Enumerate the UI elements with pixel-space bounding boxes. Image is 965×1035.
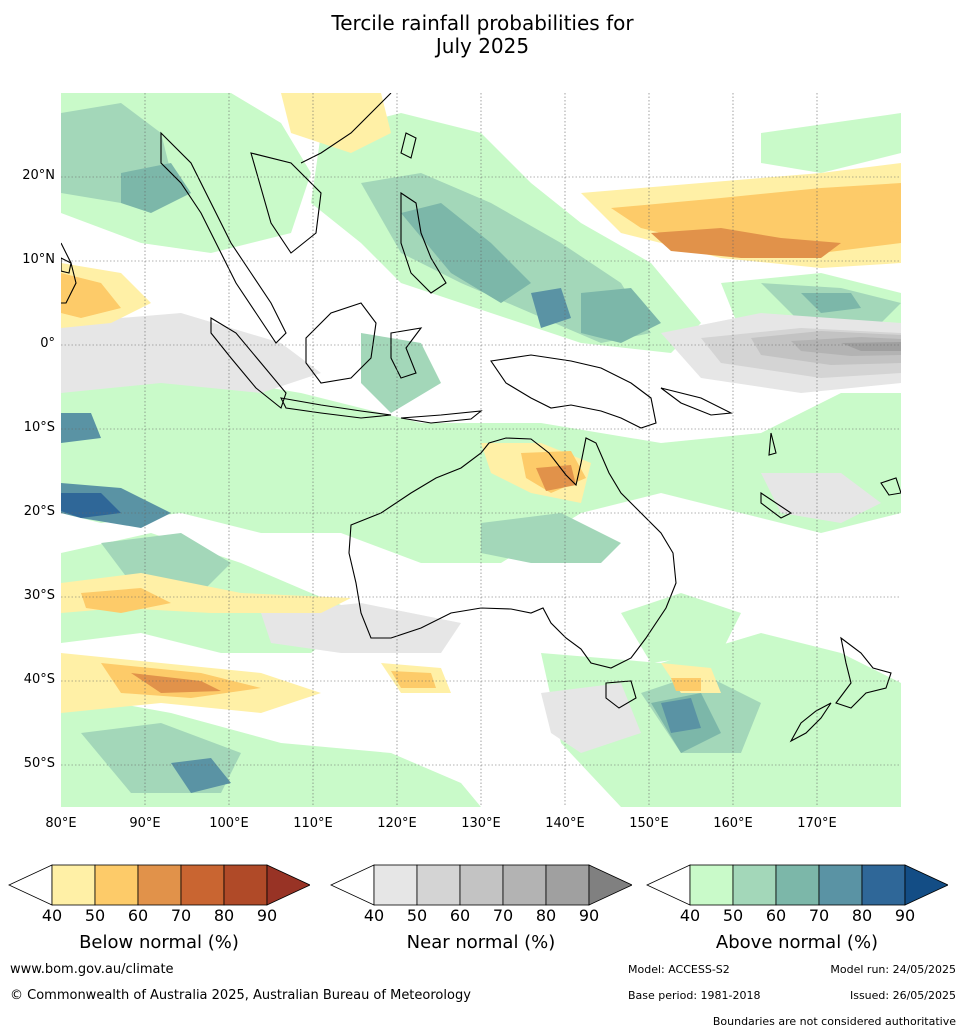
lat-label-50s: 50°S — [23, 756, 55, 771]
near-colorbar-max-extension — [588, 864, 632, 906]
lat-label-10n: 10°N — [22, 252, 55, 267]
model-name: Model: ACCESS-S2 — [628, 963, 730, 976]
lon-label-80e: 80°E — [45, 816, 77, 831]
near-normal-colorbar — [330, 864, 632, 906]
below-colorbar-segment — [180, 864, 225, 906]
near-colorbar-tick-label: 60 — [449, 906, 471, 925]
lat-label-20n: 20°N — [22, 168, 55, 183]
below-colorbar-tick-label: 40 — [41, 906, 63, 925]
lat-label-30s: 30°S — [23, 588, 55, 603]
lon-label-170e: 170°E — [797, 816, 837, 831]
near-colorbar-segment — [459, 864, 504, 906]
below-colorbar-segment — [137, 864, 182, 906]
map-title-line2: July 2025 — [435, 34, 530, 58]
lon-label-110e: 110°E — [293, 816, 333, 831]
near-normal-title: Near normal (%) — [406, 932, 556, 953]
below-normal-shading — [61, 93, 901, 713]
below-colorbar-min-extension — [8, 864, 53, 906]
rainfall-probability-map — [61, 93, 901, 807]
above-colorbar-segment — [818, 864, 863, 906]
above-colorbar-tick-label: 40 — [679, 906, 701, 925]
below-colorbar-tick-label: 90 — [256, 906, 278, 925]
above-colorbar-segment — [775, 864, 820, 906]
coastlines — [61, 93, 901, 743]
below-colorbar-segment — [94, 864, 139, 906]
above-colorbar-segment — [689, 864, 734, 906]
lat-label-0: 0° — [40, 336, 55, 351]
above-colorbar-tick-label: 90 — [894, 906, 916, 925]
below-colorbar-segment — [51, 864, 96, 906]
below-colorbar-tick-label: 60 — [127, 906, 149, 925]
near-colorbar-tick-label: 90 — [578, 906, 600, 925]
near-colorbar-segment — [545, 864, 590, 906]
below-colorbar-tick-label: 70 — [170, 906, 192, 925]
lon-label-160e: 160°E — [713, 816, 753, 831]
below-colorbar-max-extension — [266, 864, 310, 906]
lat-label-10s: 10°S — [23, 420, 55, 435]
near-colorbar-segment — [502, 864, 547, 906]
issued-date: Issued: 26/05/2025 — [849, 989, 956, 1002]
near-colorbar-min-extension — [330, 864, 375, 906]
below-colorbar-tick-label: 50 — [84, 906, 106, 925]
above-colorbar-min-extension — [646, 864, 691, 906]
above-colorbar-tick-label: 70 — [808, 906, 830, 925]
below-normal-colorbar — [8, 864, 310, 906]
graticule — [61, 93, 901, 807]
near-normal-shading — [61, 313, 901, 753]
above-colorbar-tick-label: 60 — [765, 906, 787, 925]
model-run-date: Model run: 24/05/2025 — [830, 963, 956, 976]
near-colorbar-tick-label: 80 — [535, 906, 557, 925]
near-colorbar-tick-label: 40 — [363, 906, 385, 925]
lon-label-130e: 130°E — [461, 816, 501, 831]
near-colorbar-tick-label: 70 — [492, 906, 514, 925]
below-normal-title: Below normal (%) — [79, 932, 239, 953]
near-colorbar-segment — [416, 864, 461, 906]
below-colorbar-segment — [223, 864, 268, 906]
lat-label-40s: 40°S — [23, 672, 55, 687]
base-period: Base period: 1981-2018 — [628, 989, 761, 1002]
lon-label-100e: 100°E — [209, 816, 249, 831]
above-normal-title: Above normal (%) — [715, 932, 879, 953]
near-colorbar-tick-label: 50 — [406, 906, 428, 925]
website-link[interactable]: www.bom.gov.au/climate — [10, 962, 174, 977]
map-title-line1: Tercile rainfall probabilities for — [331, 11, 634, 35]
lon-label-90e: 90°E — [129, 816, 161, 831]
lon-label-120e: 120°E — [377, 816, 417, 831]
near-colorbar-segment — [373, 864, 418, 906]
lon-label-150e: 150°E — [629, 816, 669, 831]
copyright-text: © Commonwealth of Australia 2025, Austra… — [10, 988, 471, 1003]
boundaries-disclaimer: Boundaries are not considered authoritat… — [712, 1015, 956, 1028]
above-colorbar-segment — [732, 864, 777, 906]
lat-label-20s: 20°S — [23, 504, 55, 519]
below-colorbar-tick-label: 80 — [213, 906, 235, 925]
lon-label-140e: 140°E — [545, 816, 585, 831]
above-colorbar-segment — [861, 864, 906, 906]
above-colorbar-tick-label: 50 — [722, 906, 744, 925]
above-colorbar-tick-label: 80 — [851, 906, 873, 925]
above-colorbar-max-extension — [904, 864, 948, 906]
above-normal-colorbar — [646, 864, 948, 906]
